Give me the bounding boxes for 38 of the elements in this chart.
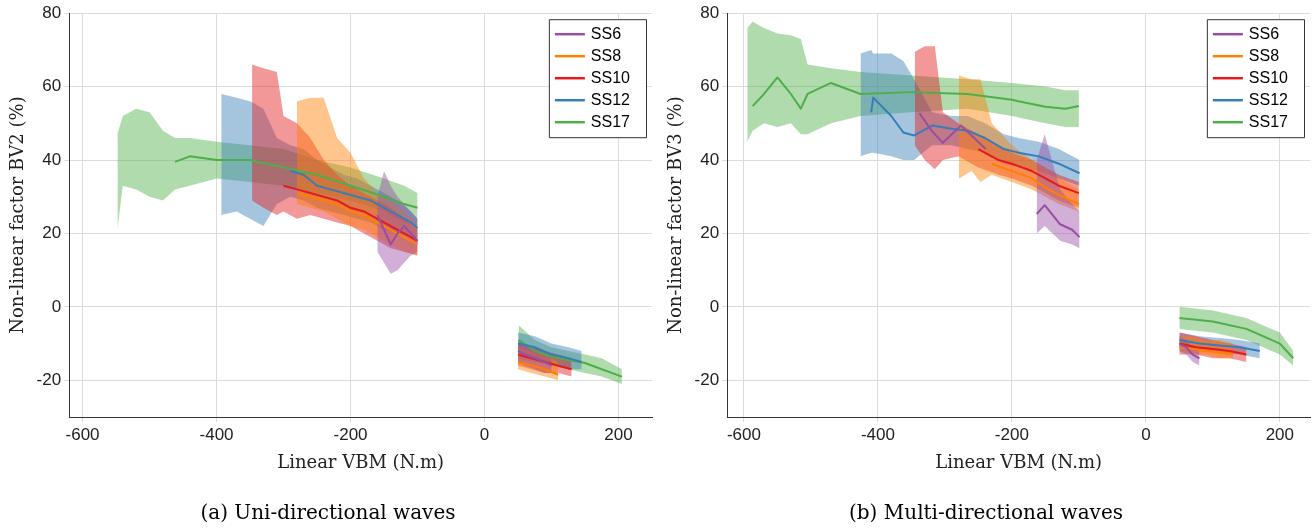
legend-label: SS17 [1248, 112, 1289, 130]
y-tick-label: 0 [709, 296, 720, 316]
y-tick-label: 20 [42, 223, 62, 243]
y-tick-label: 60 [42, 76, 62, 96]
x-tick-label: -400 [199, 424, 234, 444]
text: (a) Uni-directional waves [200, 500, 456, 525]
x-tick-label: 200 [604, 424, 633, 444]
legend-label: SS12 [590, 90, 631, 108]
x-axis-title: Linear VBM (N.m) [935, 450, 1102, 472]
x-tick-label: -400 [860, 424, 895, 444]
legend-label: SS17 [590, 112, 631, 130]
legend-label: SS12 [1248, 90, 1289, 108]
y-tick-label: 80 [42, 2, 62, 22]
x-tick-label: 0 [1141, 424, 1151, 444]
legend-label: SS8 [590, 46, 622, 64]
y-tick-label: 60 [700, 76, 720, 96]
legend-label: SS10 [1248, 68, 1289, 86]
y-tick-label: -20 [36, 369, 62, 389]
x-tick-label: -200 [994, 424, 1029, 444]
y-tick-label: 40 [42, 149, 62, 169]
x-tick-label: -200 [333, 424, 368, 444]
y-axis-title: Non-linear factor BV3 (%) [664, 96, 686, 334]
x-tick-label: -600 [65, 424, 100, 444]
x-tick-label: 200 [1265, 424, 1295, 444]
text: (b) Multi-directional waves [849, 500, 1123, 525]
legend-label: SS6 [590, 24, 622, 42]
y-tick-label: 80 [700, 2, 720, 22]
legend-label: SS10 [590, 68, 631, 86]
legend-label: SS8 [1248, 46, 1280, 64]
x-axis-title: Linear VBM (N.m) [277, 450, 444, 472]
y-tick-label: 0 [51, 296, 62, 316]
y-tick-label: 40 [700, 149, 720, 169]
legend-label: SS6 [1248, 24, 1280, 42]
y-tick-label: 20 [700, 223, 720, 243]
y-tick-label: -20 [694, 369, 720, 389]
y-axis-title: Non-linear factor BV2 (%) [6, 96, 28, 334]
x-tick-label: 0 [479, 424, 490, 444]
x-tick-label: -600 [726, 424, 761, 444]
